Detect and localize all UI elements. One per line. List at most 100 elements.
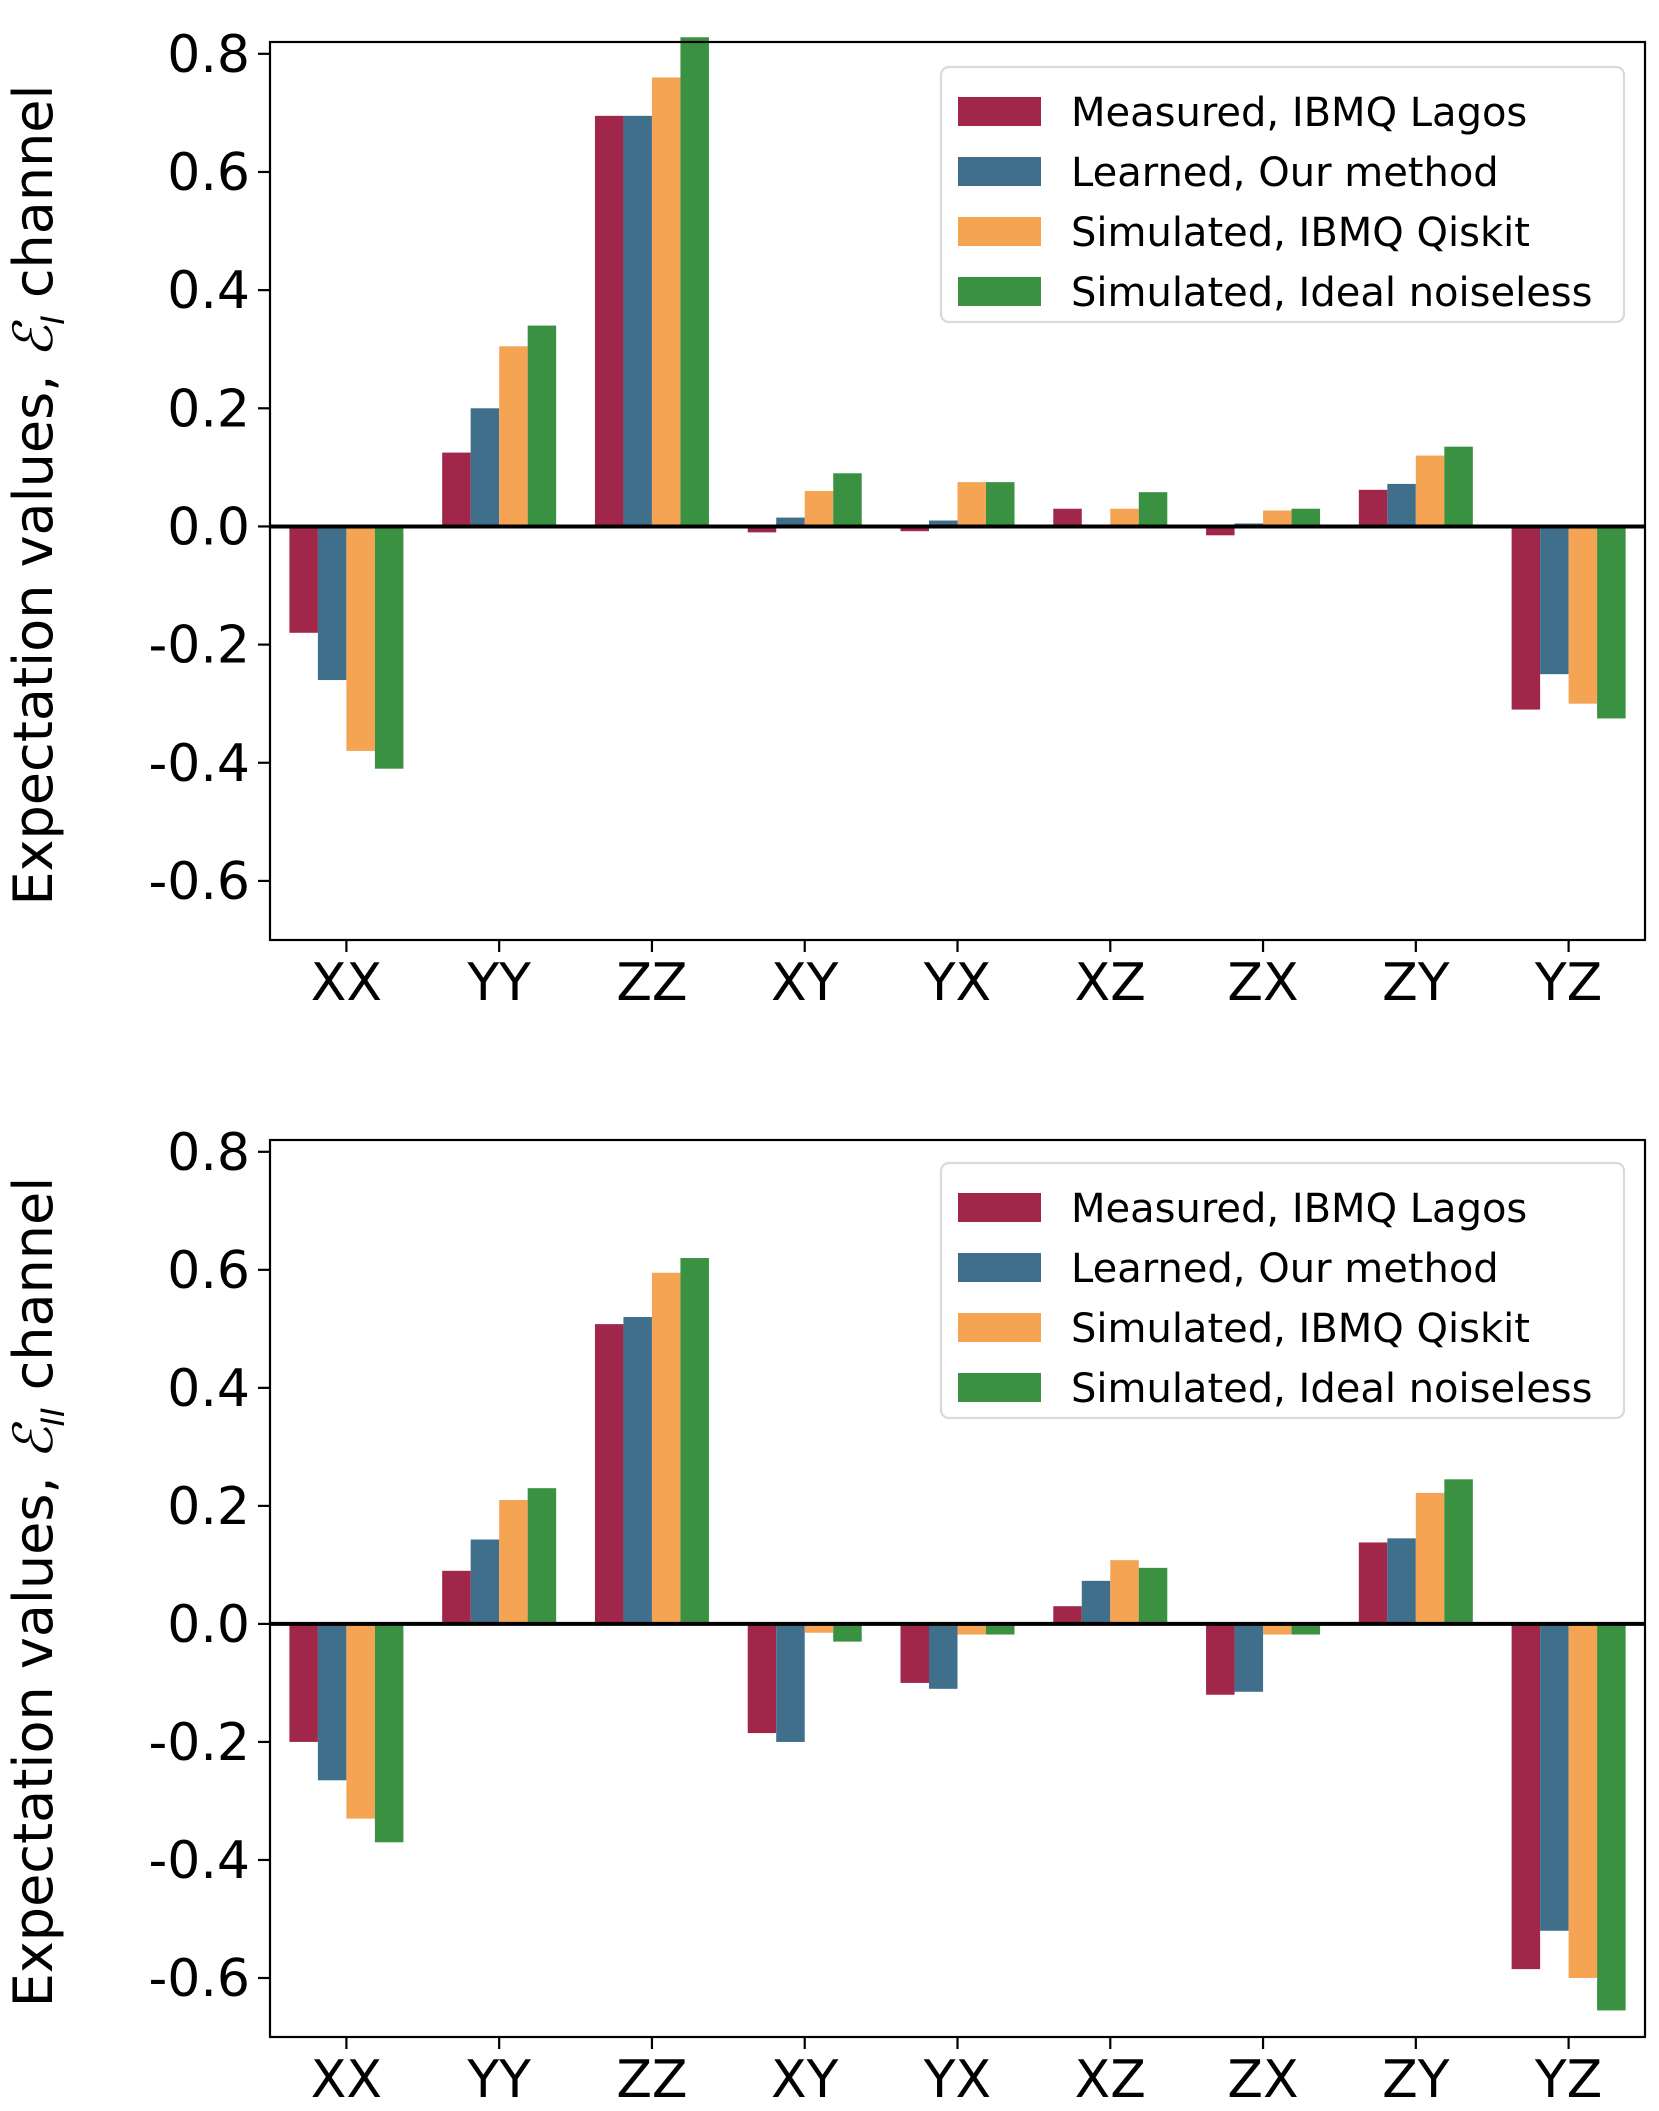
bar-xx-series-1 — [289, 526, 318, 633]
bar-zx-series-2 — [1234, 1623, 1264, 1692]
bar-yx-series-4 — [986, 1623, 1015, 1635]
y-tick-label: -0.4 — [149, 1831, 250, 1891]
bar-xz-series-3 — [1110, 508, 1139, 527]
bar-yx-series-2 — [929, 1623, 958, 1689]
bar-zy-series-1 — [1358, 489, 1388, 527]
x-tick-label: ZY — [1382, 953, 1450, 1013]
x-tick-label: YY — [466, 953, 531, 1013]
bar-zy-series-4 — [1444, 1479, 1473, 1624]
bar-xz-series-3 — [1110, 1560, 1139, 1624]
legend-swatch-2 — [958, 157, 1041, 186]
bar-xx-series-3 — [346, 526, 375, 751]
y-tick-label: 0.0 — [167, 497, 250, 557]
series-4 — [374, 1258, 1626, 2011]
y-tick-label: 0.8 — [167, 25, 250, 85]
bar-yz-series-4 — [1597, 1623, 1626, 2011]
bar-xy-series-2 — [776, 1623, 805, 1742]
legend-label-2: Learned, Our method — [1071, 1246, 1499, 1292]
bar-xz-series-1 — [1053, 508, 1082, 527]
bar-yx-series-3 — [957, 482, 986, 527]
bar-xy-series-1 — [747, 1623, 777, 1734]
bar-yz-series-4 — [1597, 526, 1626, 719]
x-tick-label: XZ — [1075, 953, 1146, 1013]
bar-yx-series-1 — [900, 1623, 929, 1683]
x-tick-label: YX — [923, 2050, 991, 2110]
y-tick-label: 0.6 — [167, 1241, 250, 1301]
y-tick-label: 0.2 — [167, 379, 250, 439]
y-tick-label: 0.4 — [167, 1359, 250, 1419]
bar-zz-series-1 — [594, 1324, 624, 1624]
bar-zz-series-1 — [594, 115, 624, 527]
chart-panel-1: 0.8 0.6 0.4 0.2 0.0 -0.2 -0.4 -0.6 XX YY ZZ XY YX XZ Z… — [2, 25, 1647, 1013]
bar-zz-series-2 — [623, 115, 652, 527]
bar-xz-series-4 — [1138, 1567, 1168, 1624]
bar-zx-series-4 — [1291, 508, 1321, 527]
bar-yy-series-1 — [442, 452, 471, 527]
bar-yz-series-1 — [1511, 526, 1541, 710]
legend: Measured, IBMQ Lagos Learned, Our method S… — [939, 1161, 1626, 1420]
x-tick-label: YY — [466, 2050, 531, 2110]
bar-zy-series-2 — [1387, 483, 1416, 527]
legend-swatch-4 — [958, 277, 1041, 306]
bar-zy-series-2 — [1387, 1538, 1416, 1624]
legend-label-3: Simulated, IBMQ Qiskit — [1071, 210, 1530, 256]
bar-zy-series-1 — [1358, 1542, 1388, 1624]
bar-yy-series-1 — [442, 1570, 471, 1624]
legend-frame — [939, 65, 1626, 324]
x-tick-label: YZ — [1534, 2050, 1602, 2110]
bar-xz-series-2 — [1081, 1580, 1111, 1624]
bar-xy-series-4 — [833, 1623, 862, 1642]
bar-zz-series-4 — [680, 37, 709, 527]
bar-xz-series-1 — [1053, 1606, 1082, 1624]
legend-swatch-3 — [958, 217, 1041, 246]
series-2 — [317, 115, 1569, 681]
x-tick-label: XZ — [1075, 2050, 1146, 2110]
bar-xy-series-4 — [833, 473, 862, 527]
bar-yz-series-3 — [1568, 526, 1598, 704]
bar-xx-series-4 — [374, 526, 404, 769]
bar-xy-series-3 — [804, 491, 834, 527]
legend-frame — [939, 1161, 1626, 1420]
series-2 — [317, 1317, 1569, 1931]
legend-label-1: Measured, IBMQ Lagos — [1071, 90, 1527, 136]
bar-xy-series-2 — [776, 517, 805, 527]
bar-zz-series-2 — [623, 1317, 652, 1624]
legend-label-2: Learned, Our method — [1071, 150, 1499, 196]
bar-yx-series-2 — [929, 520, 958, 527]
bar-zy-series-3 — [1415, 455, 1445, 527]
chart-panel-2: 0.8 0.6 0.4 0.2 0.0 -0.2 -0.4 -0.6 XX YY ZZ XY YX XZ Z… — [2, 1123, 1647, 2110]
bar-yx-series-4 — [986, 482, 1015, 527]
x-tick-label: ZX — [1227, 953, 1298, 1013]
legend-swatch-1 — [958, 97, 1041, 126]
legend-label-4: Simulated, Ideal noiseless — [1071, 1366, 1592, 1412]
bar-yy-series-2 — [470, 408, 500, 527]
bar-zx-series-1 — [1206, 526, 1235, 536]
bar-zz-series-3 — [651, 77, 681, 527]
legend-swatch-2 — [958, 1253, 1041, 1282]
y-tick-label: 0.4 — [167, 261, 250, 321]
bar-yz-series-2 — [1540, 1623, 1569, 1931]
bar-zx-series-1 — [1206, 1623, 1235, 1695]
bar-yx-series-1 — [900, 526, 929, 532]
bar-yy-series-3 — [499, 1499, 528, 1624]
x-tick-label: ZY — [1382, 2050, 1450, 2110]
bar-xx-series-2 — [317, 526, 347, 681]
legend-swatch-1 — [958, 1193, 1041, 1222]
y-tick-label: -0.2 — [149, 616, 250, 676]
bar-xx-series-3 — [346, 1623, 375, 1819]
bar-zz-series-3 — [651, 1272, 681, 1624]
x-tick-label: YZ — [1534, 953, 1602, 1013]
bar-zx-series-3 — [1263, 510, 1292, 527]
bar-xx-series-4 — [374, 1623, 404, 1843]
legend-swatch-3 — [958, 1313, 1041, 1342]
legend: Measured, IBMQ Lagos Learned, Our method S… — [939, 65, 1626, 324]
bar-yy-series-2 — [470, 1539, 500, 1624]
y-tick-label: -0.4 — [149, 734, 250, 794]
series-1 — [289, 115, 1541, 710]
x-tick-label: XY — [771, 953, 839, 1013]
bar-yy-series-3 — [499, 346, 528, 527]
y-tick-label: 0.6 — [167, 143, 250, 203]
bar-zz-series-4 — [680, 1258, 709, 1624]
bar-xz-series-4 — [1138, 492, 1168, 527]
